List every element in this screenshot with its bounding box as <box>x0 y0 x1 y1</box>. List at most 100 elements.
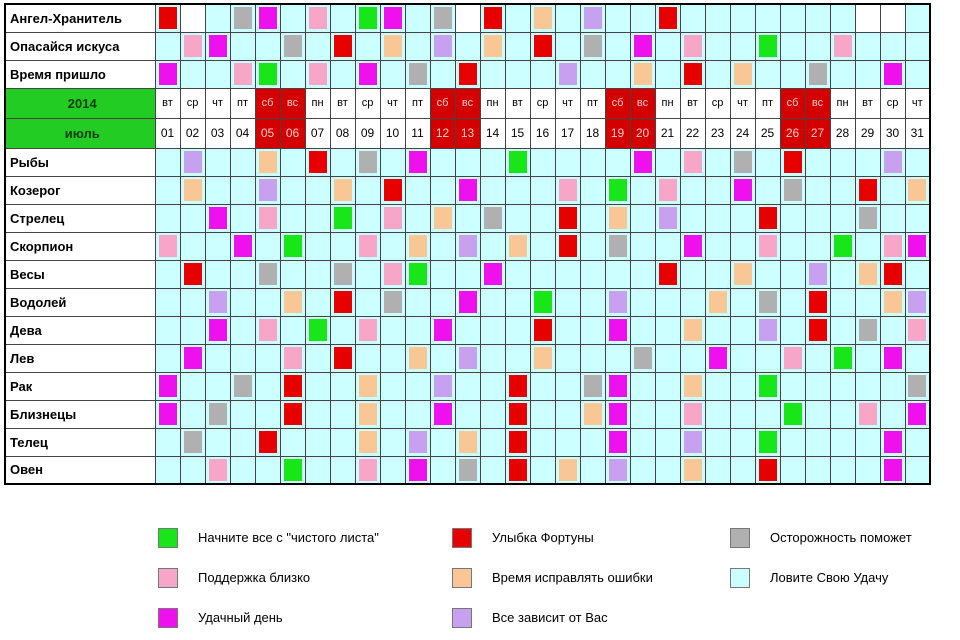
day-cell <box>379 203 406 233</box>
date-cell: 06 <box>279 117 306 149</box>
day-cell <box>279 371 306 401</box>
day-cell <box>254 343 281 373</box>
day-cell <box>179 203 206 233</box>
day-cell <box>454 343 481 373</box>
color-marker <box>283 458 302 481</box>
color-marker <box>208 319 227 341</box>
day-cell <box>529 343 556 373</box>
day-cell <box>554 315 581 345</box>
day-cell <box>279 287 306 317</box>
color-marker <box>208 291 227 313</box>
day-cell <box>779 371 806 401</box>
color-marker <box>758 35 777 57</box>
day-cell <box>554 343 581 373</box>
color-marker <box>583 375 602 397</box>
day-cell <box>829 31 856 61</box>
color-marker <box>683 375 702 397</box>
sign-label: Стрелец <box>4 203 156 233</box>
day-cell <box>879 427 906 457</box>
color-marker <box>883 431 902 453</box>
day-cell <box>179 315 206 345</box>
day-cell <box>604 455 631 485</box>
day-cell <box>904 427 931 457</box>
color-marker <box>858 207 877 229</box>
day-cell <box>529 31 556 61</box>
day-cell <box>154 231 181 261</box>
day-cell <box>629 203 656 233</box>
date-cell: 25 <box>754 117 781 149</box>
color-marker <box>683 403 702 425</box>
day-cell <box>179 427 206 457</box>
color-marker <box>283 375 302 397</box>
day-cell <box>579 203 606 233</box>
day-cell <box>354 59 381 89</box>
color-marker <box>458 431 477 453</box>
day-cell <box>229 287 256 317</box>
day-cell <box>304 231 331 261</box>
day-cell <box>604 31 631 61</box>
color-marker <box>408 263 427 285</box>
color-marker <box>758 375 777 397</box>
color-marker <box>333 207 352 229</box>
day-cell <box>179 175 206 205</box>
day-cell <box>554 259 581 289</box>
day-cell <box>604 427 631 457</box>
day-cell <box>354 455 381 485</box>
day-cell <box>529 287 556 317</box>
day-cell <box>654 343 681 373</box>
day-cell <box>354 427 381 457</box>
day-cell <box>504 203 531 233</box>
color-marker <box>408 63 427 85</box>
day-cell <box>229 231 256 261</box>
day-cell <box>429 175 456 205</box>
day-cell <box>529 455 556 485</box>
day-cell <box>904 59 931 89</box>
day-cell <box>629 371 656 401</box>
day-cell <box>829 203 856 233</box>
day-cell <box>529 371 556 401</box>
color-marker <box>433 375 452 397</box>
day-cell <box>879 287 906 317</box>
day-cell <box>579 399 606 429</box>
color-marker <box>558 458 577 481</box>
day-cell <box>354 343 381 373</box>
day-cell <box>679 399 706 429</box>
day-cell <box>829 427 856 457</box>
legend-label: Все зависит от Вас <box>492 610 608 625</box>
day-cell <box>429 59 456 89</box>
day-cell <box>404 3 431 33</box>
day-cell <box>679 59 706 89</box>
day-cell <box>304 3 331 33</box>
weekday-cell: чт <box>554 87 581 119</box>
color-marker <box>333 291 352 313</box>
day-cell <box>329 59 356 89</box>
day-cell <box>254 175 281 205</box>
day-cell <box>804 343 831 373</box>
color-marker <box>683 63 702 85</box>
date-cell: 14 <box>479 117 506 149</box>
day-cell <box>254 203 281 233</box>
color-marker <box>358 7 377 30</box>
day-cell <box>704 399 731 429</box>
day-cell <box>454 203 481 233</box>
color-marker <box>233 375 252 397</box>
day-cell <box>329 147 356 177</box>
day-cell <box>279 147 306 177</box>
day-cell <box>154 427 181 457</box>
day-cell <box>704 315 731 345</box>
day-cell <box>904 343 931 373</box>
day-cell <box>179 3 206 33</box>
weekday-cell: пн <box>654 87 681 119</box>
weekday-cell: вс <box>279 87 306 119</box>
color-marker <box>758 458 777 481</box>
day-cell <box>179 259 206 289</box>
date-cell: 20 <box>629 117 656 149</box>
day-cell <box>554 59 581 89</box>
day-cell <box>679 31 706 61</box>
color-marker <box>558 207 577 229</box>
color-marker <box>608 458 627 481</box>
day-cell <box>654 31 681 61</box>
color-marker <box>408 431 427 453</box>
color-marker <box>233 63 252 85</box>
color-marker <box>383 263 402 285</box>
